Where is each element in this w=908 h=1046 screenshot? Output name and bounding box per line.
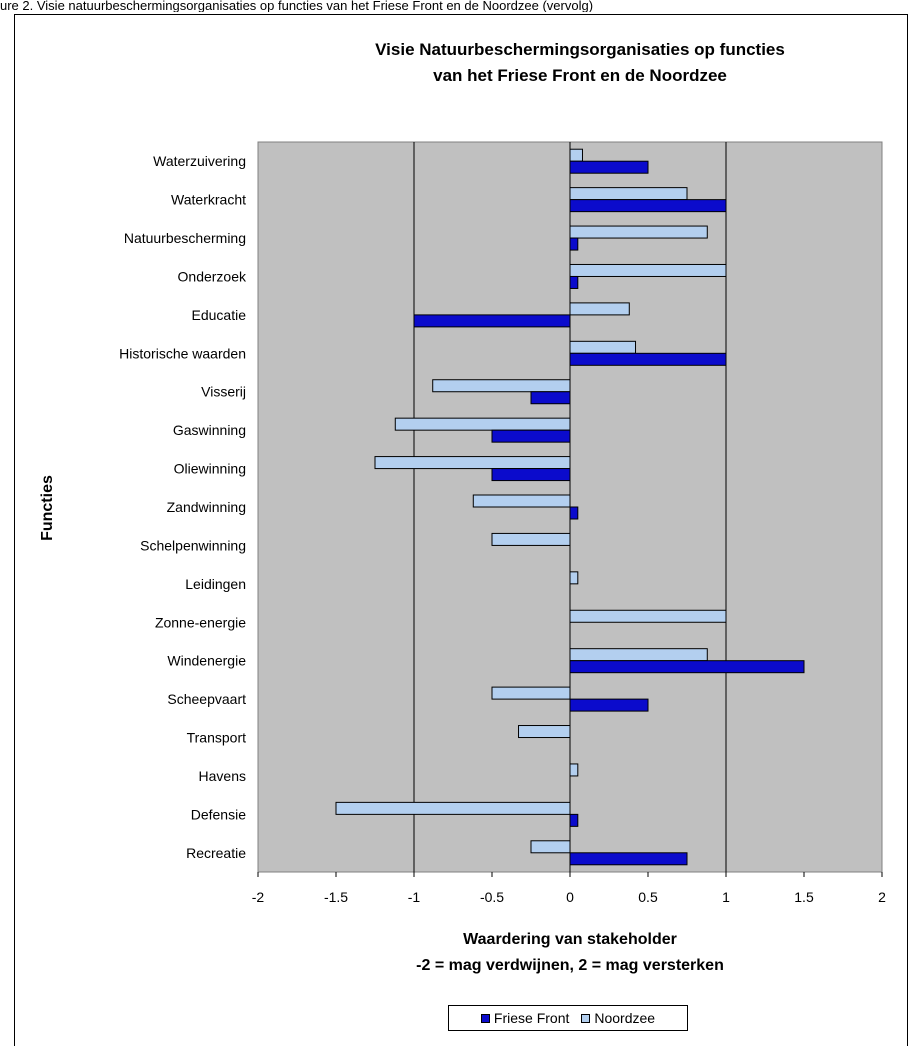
bar-friese-front <box>569 199 727 213</box>
bar-noordzee <box>569 571 579 585</box>
legend-swatch-noordzee <box>581 1013 591 1023</box>
chart-legend: Friese Front Noordzee <box>448 1005 688 1031</box>
category-label: Recreatie <box>186 845 246 861</box>
legend-label-noordzee: Noordzee <box>594 1010 656 1026</box>
bar-noordzee <box>530 840 571 854</box>
x-tick-label: 0 <box>566 889 574 905</box>
bar-noordzee <box>569 648 708 662</box>
category-label: Transport <box>187 730 247 746</box>
bar-noordzee <box>569 609 727 623</box>
category-label: Natuurbescherming <box>124 230 246 246</box>
category-label: Scheepvaart <box>167 691 246 707</box>
bar-noordzee <box>374 456 571 470</box>
bar-friese-front <box>569 275 579 289</box>
bar-noordzee <box>569 302 630 316</box>
bar-friese-front <box>569 352 727 366</box>
category-label: Oliewinning <box>174 461 246 477</box>
bar-friese-front <box>569 852 688 866</box>
bar-noordzee <box>335 801 571 815</box>
category-label: Historische waarden <box>119 345 246 361</box>
category-label: Waterkracht <box>171 192 246 208</box>
y-axis-title: Functies <box>39 475 56 541</box>
x-tick-label: -0.5 <box>480 889 504 905</box>
legend-swatch-friese-front <box>480 1013 490 1023</box>
category-label: Schelpenwinning <box>140 537 246 553</box>
x-tick-label: -1 <box>408 889 421 905</box>
category-label: Zonne-energie <box>155 614 246 630</box>
bar-noordzee <box>569 263 727 277</box>
category-label: Waterzuivering <box>153 153 246 169</box>
legend-label-friese-front: Friese Front <box>493 1010 570 1026</box>
bar-friese-front <box>569 237 579 251</box>
category-label: Zandwinning <box>167 499 246 515</box>
category-label: Havens <box>199 768 246 784</box>
bar-noordzee <box>569 148 583 162</box>
bar-noordzee <box>569 225 708 239</box>
x-tick-label: 0.5 <box>638 889 658 905</box>
chart-title: Visie Natuurbeschermingsorganisaties op … <box>375 40 785 59</box>
bar-friese-front <box>491 429 571 443</box>
bar-noordzee <box>491 532 571 546</box>
x-tick-label: -1.5 <box>324 889 348 905</box>
x-axis-title: Waardering van stakeholder <box>463 931 677 948</box>
category-label: Gaswinning <box>173 422 246 438</box>
category-label: Windenergie <box>167 653 246 669</box>
bar-friese-front <box>413 314 571 328</box>
x-tick-label: 2 <box>878 889 886 905</box>
bar-noordzee <box>569 340 637 354</box>
category-label: Defensie <box>191 806 246 822</box>
bar-friese-front <box>569 506 579 520</box>
bar-friese-front <box>569 698 649 712</box>
category-label: Leidingen <box>185 576 246 592</box>
bar-noordzee <box>472 494 571 508</box>
x-axis-subtitle: -2 = mag verdwijnen, 2 = mag versterken <box>416 957 724 974</box>
legend-item-friese-front: Friese Front <box>480 1010 570 1026</box>
bar-friese-front <box>569 660 805 674</box>
category-label: Visserij <box>201 384 246 400</box>
category-label: Onderzoek <box>178 268 247 284</box>
x-tick-label: 1 <box>722 889 730 905</box>
bar-noordzee <box>569 187 688 201</box>
category-label: Educatie <box>192 307 247 323</box>
chart-subtitle: van het Friese Front en de Noordzee <box>433 66 727 85</box>
bar-noordzee <box>569 763 579 777</box>
bar-friese-front <box>491 468 571 482</box>
bar-noordzee <box>432 379 571 393</box>
figure-caption: ure 2. Visie natuurbeschermingsorganisat… <box>0 0 594 12</box>
bar-friese-front <box>569 813 579 827</box>
legend-item-noordzee: Noordzee <box>581 1010 655 1026</box>
x-tick-label: -2 <box>252 889 265 905</box>
bar-noordzee <box>491 686 571 700</box>
bar-friese-front <box>530 391 571 405</box>
bar-friese-front <box>569 160 649 174</box>
x-tick-label: 1.5 <box>794 889 814 905</box>
bar-noordzee <box>394 417 571 431</box>
bar-noordzee <box>518 725 571 739</box>
